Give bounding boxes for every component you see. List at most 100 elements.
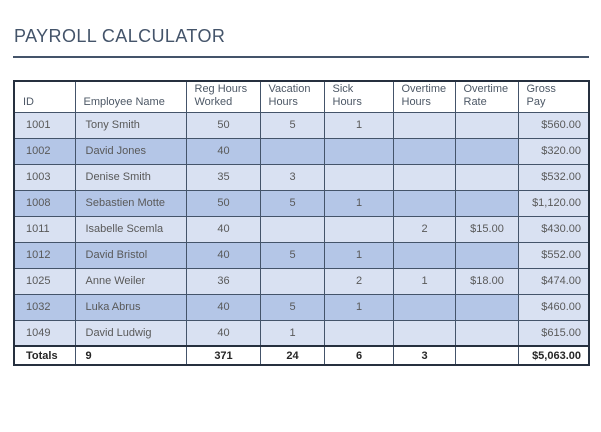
col-header-vacation-hours: Vacation Hours [259,80,325,113]
cell-overtime-rate [454,137,519,165]
cell-reg-hours: 50 [185,111,261,139]
cell-reg-hours: 40 [185,319,261,347]
cell-gross-pay: $474.00 [517,267,590,295]
cell-overtime-rate [454,111,519,139]
cell-vacation-hours: 5 [259,241,325,269]
table-header-row: ID Employee Name Reg Hours Worked Vacati… [13,80,590,113]
cell-overtime-hours [392,137,456,165]
cell-id: 1025 [13,267,76,295]
totals-sick-hours: 6 [323,345,394,366]
cell-employee-name: Tony Smith [74,111,187,139]
cell-gross-pay: $615.00 [517,319,590,347]
cell-id: 1003 [13,163,76,191]
cell-reg-hours: 36 [185,267,261,295]
totals-overtime-rate [454,345,519,366]
cell-overtime-hours [392,293,456,321]
table-row: 1032 Luka Abrus 40 5 1 $460.00 [13,293,590,321]
cell-vacation-hours: 5 [259,293,325,321]
cell-employee-name: Luka Abrus [74,293,187,321]
cell-overtime-hours [392,189,456,217]
table-row: 1003 Denise Smith 35 3 $532.00 [13,163,590,191]
table-row: 1012 David Bristol 40 5 1 $552.00 [13,241,590,269]
cell-sick-hours: 1 [323,293,394,321]
cell-sick-hours: 1 [323,189,394,217]
totals-overtime-hours: 3 [392,345,456,366]
totals-reg-hours: 371 [185,345,261,366]
col-header-id: ID [13,80,76,113]
cell-vacation-hours [259,267,325,295]
cell-overtime-rate [454,189,519,217]
cell-id: 1049 [13,319,76,347]
cell-sick-hours [323,215,394,243]
col-header-reg-hours-worked: Reg Hours Worked [185,80,261,113]
cell-employee-name: David Ludwig [74,319,187,347]
cell-gross-pay: $460.00 [517,293,590,321]
cell-vacation-hours [259,215,325,243]
table-row: 1011 Isabelle Scemla 40 2 $15.00 $430.00 [13,215,590,243]
cell-reg-hours: 40 [185,215,261,243]
cell-employee-name: David Bristol [74,241,187,269]
col-header-overtime-hours: Overtime Hours [392,80,456,113]
cell-overtime-rate [454,319,519,347]
cell-id: 1008 [13,189,76,217]
cell-sick-hours [323,163,394,191]
cell-overtime-hours: 1 [392,267,456,295]
cell-vacation-hours: 1 [259,319,325,347]
col-header-gross-pay: Gross Pay [517,80,590,113]
col-header-employee-name: Employee Name [74,80,187,113]
totals-row: Totals 9 371 24 6 3 $5,063.00 [13,345,590,366]
cell-overtime-rate: $18.00 [454,267,519,295]
cell-vacation-hours: 3 [259,163,325,191]
cell-reg-hours: 40 [185,137,261,165]
table-row: 1049 David Ludwig 40 1 $615.00 [13,319,590,347]
cell-sick-hours: 1 [323,111,394,139]
cell-gross-pay: $560.00 [517,111,590,139]
table-row: 1008 Sebastien Motte 50 5 1 $1,120.00 [13,189,590,217]
payroll-table: ID Employee Name Reg Hours Worked Vacati… [13,80,590,366]
cell-overtime-hours [392,241,456,269]
cell-gross-pay: $320.00 [517,137,590,165]
cell-sick-hours: 2 [323,267,394,295]
cell-id: 1001 [13,111,76,139]
cell-vacation-hours [259,137,325,165]
cell-overtime-hours: 2 [392,215,456,243]
cell-gross-pay: $552.00 [517,241,590,269]
cell-employee-name: Anne Weiler [74,267,187,295]
cell-sick-hours [323,319,394,347]
cell-reg-hours: 35 [185,163,261,191]
cell-reg-hours: 40 [185,293,261,321]
table-row: 1025 Anne Weiler 36 2 1 $18.00 $474.00 [13,267,590,295]
table-row: 1001 Tony Smith 50 5 1 $560.00 [13,111,590,139]
cell-reg-hours: 40 [185,241,261,269]
cell-employee-name: Sebastien Motte [74,189,187,217]
page-title: PAYROLL CALCULATOR [14,26,226,46]
cell-id: 1002 [13,137,76,165]
cell-gross-pay: $430.00 [517,215,590,243]
cell-vacation-hours: 5 [259,111,325,139]
cell-gross-pay: $532.00 [517,163,590,191]
cell-overtime-rate: $15.00 [454,215,519,243]
col-header-overtime-rate: Overtime Rate [454,80,519,113]
cell-overtime-rate [454,241,519,269]
cell-overtime-rate [454,293,519,321]
totals-vacation-hours: 24 [259,345,325,366]
totals-employee-count: 9 [74,345,187,366]
page: PAYROLL CALCULATOR ID Employee Name Reg … [13,26,590,366]
cell-vacation-hours: 5 [259,189,325,217]
cell-id: 1032 [13,293,76,321]
cell-overtime-hours [392,319,456,347]
cell-employee-name: Isabelle Scemla [74,215,187,243]
cell-overtime-rate [454,163,519,191]
cell-employee-name: Denise Smith [74,163,187,191]
cell-sick-hours [323,137,394,165]
totals-gross-pay: $5,063.00 [517,345,590,366]
title-underline-rule [13,56,589,58]
cell-gross-pay: $1,120.00 [517,189,590,217]
cell-id: 1011 [13,215,76,243]
cell-overtime-hours [392,163,456,191]
cell-id: 1012 [13,241,76,269]
cell-reg-hours: 50 [185,189,261,217]
cell-overtime-hours [392,111,456,139]
cell-sick-hours: 1 [323,241,394,269]
cell-employee-name: David Jones [74,137,187,165]
